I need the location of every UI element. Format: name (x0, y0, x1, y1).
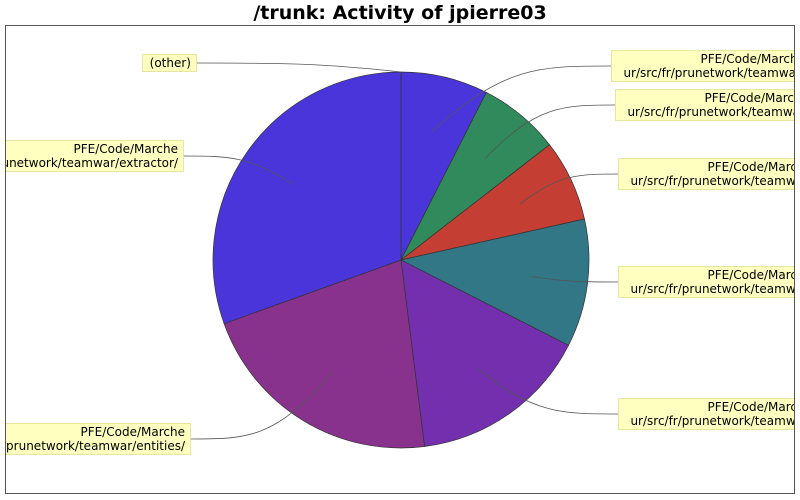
slice-label-4: PFE/Code/Marcheur/src/fr/prunetwork/team… (618, 398, 795, 430)
slice-label-line: PFE/Code/Marche (73, 142, 179, 156)
slice-label-3: PFE/Code/Marcheur/src/fr/prunetwork/team… (618, 266, 795, 298)
leader-line-5 (190, 371, 333, 440)
slice-label-line: PFE/Code/Marche (707, 160, 795, 174)
slice-label-line: PFE/Code/Marche (707, 268, 795, 282)
slice-label-line: PFE/Code/Marche (700, 52, 795, 66)
slice-label-5: PFE/Code/Marche prunetwork/teamwar/entiti… (6, 423, 191, 455)
slice-label-line: PFE/Code/Marche (704, 91, 795, 105)
slice-label-1: PFE/Code/Marcheur/src/fr/prunetwork/team… (615, 89, 795, 121)
slice-label-line: ur/src/fr/prunetwork/teamwar/ (627, 105, 795, 119)
leader-line-6 (183, 155, 294, 185)
pie-slice-3 (399, 218, 590, 346)
slice-label-line: ur/src/fr/prunetwork/teamwar/ (630, 174, 795, 188)
pie-slice-4 (400, 259, 569, 447)
slice-label-line: ur/src/fr/prunetwork/teamwar/ (623, 66, 795, 80)
slice-label-7: (other) (142, 54, 197, 72)
pie-chart (183, 62, 619, 449)
leader-line-4 (476, 367, 619, 415)
slice-label-6: PFE/Code/Marche prunetwork/teamwar/extrac… (5, 140, 184, 172)
pie-slice-5 (223, 259, 425, 449)
chart-title: /trunk: Activity of jpierre03 (253, 2, 547, 24)
slice-label-line: PFE/Code/Marche (707, 400, 795, 414)
slice-label-line: prunetwork/teamwar/extractor/ (5, 156, 178, 170)
plot-area: PFE/Code/Marche ur/src/fr/prunetwork/team… (5, 25, 795, 494)
leader-line-0 (431, 65, 612, 133)
slice-label-0: PFE/Code/Marche ur/src/fr/prunetwork/team… (611, 50, 795, 82)
slice-label-line: (other) (149, 56, 191, 70)
slice-label-2: PFE/Code/Marcheur/src/fr/prunetwork/team… (618, 158, 795, 190)
slice-label-line: PFE/Code/Marche (80, 425, 186, 439)
slice-label-line: ur/src/fr/prunetwork/teamwar/ (630, 282, 795, 296)
leader-line-2 (519, 173, 619, 205)
slice-label-line: prunetwork/teamwar/entities/ (6, 439, 185, 453)
slice-label-line: ur/src/fr/prunetwork/teamwar/ (630, 414, 795, 428)
pie-slice-6 (212, 71, 402, 325)
leader-line-3 (531, 276, 619, 283)
leader-line-7 (196, 62, 402, 73)
leader-line-1 (484, 104, 616, 159)
